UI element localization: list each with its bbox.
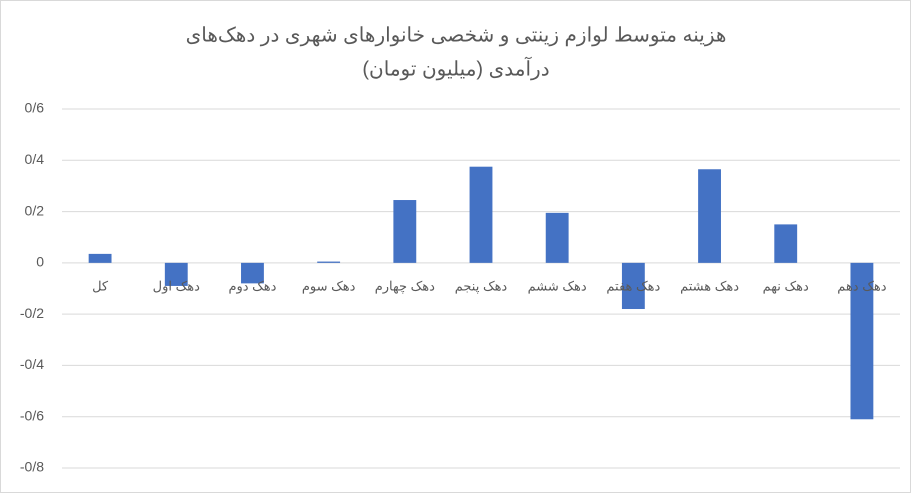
y-tick-label: -0/6	[20, 407, 44, 423]
bar	[698, 169, 721, 263]
bar	[850, 262, 874, 420]
x-tick-label: دهک هفتم	[606, 278, 660, 294]
y-tick-label: 0	[36, 254, 44, 270]
x-tick-label: دهک دوم	[228, 278, 276, 294]
bar	[774, 224, 798, 263]
bar	[545, 212, 569, 263]
x-tick-label: دهک نهم	[763, 278, 809, 294]
x-tick-label: دهک پنجم	[455, 278, 508, 294]
bar	[317, 261, 341, 263]
chart-title: هزینه متوسط لوازم زینتی و شخصی خانوارهای…	[186, 24, 727, 46]
y-tick-label: -0/4	[20, 356, 44, 372]
chart-title: درآمدی (میلیون تومان)	[362, 56, 549, 80]
bar	[469, 166, 493, 263]
y-tick-label: 0/2	[25, 202, 45, 218]
x-tick-label: دهک چهارم	[375, 278, 435, 294]
bar	[164, 262, 188, 286]
bar	[88, 253, 112, 263]
y-tick-label: -0/2	[20, 305, 44, 321]
bar	[241, 262, 264, 284]
x-tick-label: دهک دهم	[837, 278, 886, 294]
y-tick-label: 0/6	[25, 100, 45, 116]
x-tick-label: دهک ششم	[528, 278, 587, 294]
bar	[393, 200, 417, 263]
bar	[621, 262, 645, 310]
x-tick-label: دهک اول	[153, 278, 200, 294]
y-tick-label: -0/8	[20, 459, 44, 475]
x-tick-label: دهک سوم	[302, 278, 356, 294]
x-tick-label: دهک هشتم	[680, 278, 739, 294]
x-tick-label: کل	[92, 278, 109, 293]
y-tick-label: 0/4	[25, 151, 45, 167]
